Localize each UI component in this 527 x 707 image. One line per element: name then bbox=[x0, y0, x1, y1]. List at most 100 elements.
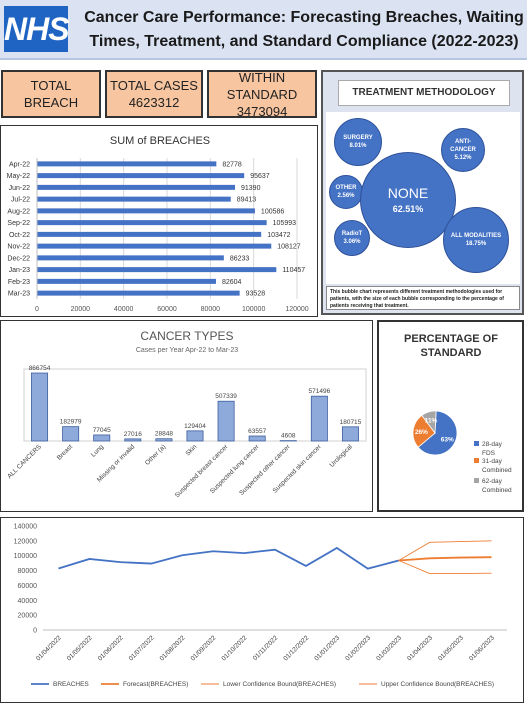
nhs-logo: NHS bbox=[4, 6, 68, 52]
y-tick-label: Jan-23 bbox=[9, 267, 31, 274]
y-tick-label: Nov-22 bbox=[7, 244, 30, 251]
bubble-value: 3.06% bbox=[343, 238, 360, 246]
column bbox=[31, 373, 47, 441]
x-tick-label: Breast bbox=[56, 443, 74, 461]
x-tick-label: 01/12/2022 bbox=[282, 634, 310, 662]
x-tick-label: Suspected breast cancer bbox=[174, 443, 230, 499]
column bbox=[94, 435, 110, 441]
y-tick-label: Jun-22 bbox=[9, 185, 31, 192]
bar bbox=[37, 220, 267, 225]
series-line bbox=[58, 548, 398, 569]
legend-label: Combined bbox=[482, 467, 512, 474]
bubble: NONE 62.51% bbox=[360, 152, 456, 248]
bubble-label: SURGERY bbox=[341, 134, 374, 142]
data-label: 93528 bbox=[246, 291, 266, 298]
x-tick-label: Urological bbox=[328, 443, 354, 469]
cancer-types-bar-chart: CANCER TYPES Cases per Year Apr-22 to Mar… bbox=[1, 321, 374, 513]
data-label: 507339 bbox=[215, 393, 237, 400]
legend-label: 31-day bbox=[482, 458, 503, 465]
bar bbox=[37, 232, 261, 237]
pie-label: 63% bbox=[441, 437, 454, 444]
x-tick-label: Suspected other cancer bbox=[238, 443, 292, 497]
x-tick-label: 01/03/2023 bbox=[375, 634, 403, 662]
data-label: 28848 bbox=[155, 431, 173, 438]
data-label: 86233 bbox=[230, 255, 250, 262]
y-tick-label: Aug-22 bbox=[7, 208, 30, 215]
x-tick-label: 01/02/2023 bbox=[344, 634, 372, 662]
y-tick-label: Sep-22 bbox=[7, 220, 30, 227]
chart-title: PERCENTAGE OF bbox=[404, 333, 498, 345]
x-tick-label: 01/06/2022 bbox=[97, 634, 125, 662]
cancer-types-panel: CANCER TYPES Cases per Year Apr-22 to Mar… bbox=[0, 320, 373, 512]
bubble-value: 2.56% bbox=[337, 192, 354, 200]
bar bbox=[37, 255, 224, 260]
x-tick-label: 01/08/2022 bbox=[159, 634, 187, 662]
data-label: 182979 bbox=[60, 419, 82, 426]
data-label: 100586 bbox=[261, 208, 284, 215]
bubble: SURGERY 8.01% bbox=[334, 118, 382, 166]
standard-pie-panel: PERCENTAGE OF STANDARD 63% 26% 11% 28-day FDS 3… bbox=[377, 320, 524, 512]
y-tick-label: Oct-22 bbox=[9, 232, 30, 239]
bar bbox=[37, 161, 216, 166]
y-tick-label: 0 bbox=[33, 628, 37, 635]
bar bbox=[37, 267, 276, 272]
y-tick-label: 80000 bbox=[18, 568, 38, 575]
bubble-value: 8.01% bbox=[349, 142, 366, 150]
legend-label: Lower Confidence Bound(BREACHES) bbox=[223, 681, 336, 688]
page-title: Cancer Care Performance: Forecasting Bre… bbox=[84, 6, 524, 54]
column bbox=[63, 427, 79, 441]
x-tick-label: 01/10/2022 bbox=[221, 634, 249, 662]
data-label: 129404 bbox=[184, 423, 206, 430]
kpi-label: WITHIN STANDARD bbox=[209, 69, 315, 103]
x-tick-label: 01/04/2023 bbox=[406, 634, 434, 662]
y-tick-label: 120000 bbox=[14, 538, 37, 545]
breaches-bar-chart: SUM of BREACHES0 20000 40000 60000 80000 1000… bbox=[1, 126, 319, 318]
x-tick-label: 60000 bbox=[157, 306, 177, 313]
data-label: 91390 bbox=[241, 185, 261, 192]
y-tick-label: 20000 bbox=[18, 613, 38, 620]
column bbox=[156, 439, 172, 441]
y-tick-label: Mar-23 bbox=[8, 291, 30, 298]
bar bbox=[37, 173, 244, 178]
legend-label: Upper Confidence Bound(BREACHES) bbox=[381, 681, 494, 688]
x-tick-label: 40000 bbox=[114, 306, 134, 313]
forecast-line-chart: 0 20000 40000 60000 80000 100000 120000 140000 0… bbox=[1, 518, 525, 704]
x-tick-label: Skin bbox=[185, 443, 199, 457]
legend-swatch bbox=[474, 441, 479, 446]
kpi-within-standard: WITHIN STANDARD 3473094 bbox=[207, 70, 317, 118]
x-tick-label: 120000 bbox=[285, 306, 308, 313]
bubble-label: OTHER bbox=[334, 184, 359, 192]
y-tick-label: Apr-22 bbox=[9, 161, 30, 168]
bubble-value: 62.51% bbox=[393, 202, 424, 216]
column bbox=[342, 427, 358, 441]
bubble: RadioT 3.06% bbox=[334, 220, 370, 256]
legend-label: 28-day bbox=[482, 441, 503, 448]
x-tick-label: 01/09/2022 bbox=[190, 634, 218, 662]
column bbox=[187, 431, 203, 441]
chart-title: CANCER TYPES bbox=[140, 329, 233, 343]
legend-label: FDS bbox=[482, 450, 496, 457]
legend-label: 62-day bbox=[482, 478, 503, 485]
x-tick-label: 20000 bbox=[71, 306, 91, 313]
pie-label: 26% bbox=[415, 429, 428, 436]
legend-label: BREACHES bbox=[53, 681, 89, 688]
y-tick-label: Jul-22 bbox=[11, 197, 30, 204]
bar bbox=[37, 279, 216, 284]
x-tick-label: 01/07/2022 bbox=[128, 634, 156, 662]
y-tick-label: 40000 bbox=[18, 598, 38, 605]
data-label: 180715 bbox=[340, 419, 362, 426]
bubble: OTHER 2.56% bbox=[329, 175, 363, 209]
kpi-value: 4623312 bbox=[107, 94, 201, 111]
x-tick-label: 80000 bbox=[201, 306, 221, 313]
data-label: 95637 bbox=[250, 173, 270, 180]
bubble-label: ANTI-CANCER bbox=[442, 138, 484, 154]
x-tick-label: 01/05/2022 bbox=[66, 634, 94, 662]
data-label: 4608 bbox=[281, 433, 296, 440]
data-label: 103472 bbox=[267, 232, 290, 239]
x-tick-label: 01/01/2023 bbox=[313, 634, 341, 662]
chart-subtitle: Cases per Year Apr-22 to Mar-23 bbox=[136, 347, 238, 354]
forecast-chart-panel: 0 20000 40000 60000 80000 100000 120000 140000 0… bbox=[0, 517, 524, 703]
legend-swatch bbox=[474, 458, 479, 463]
y-tick-label: Feb-23 bbox=[8, 279, 30, 286]
treatment-bubble-chart: SURGERY 8.01% ANTI-CANCER 5.12% OTHER 2.56% NO… bbox=[326, 112, 520, 284]
